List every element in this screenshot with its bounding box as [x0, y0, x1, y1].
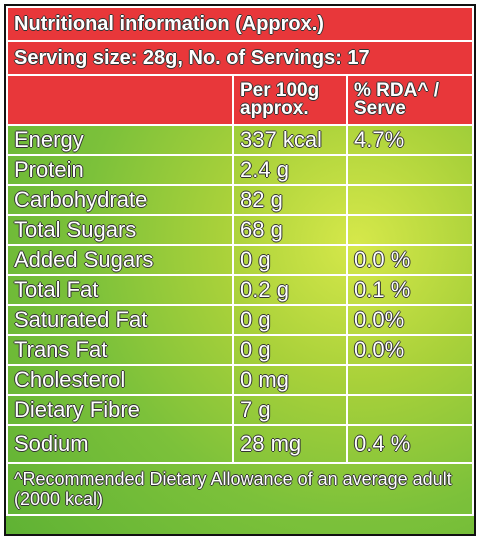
- nutrient-cell: Saturated Fat: [6, 304, 234, 336]
- nutrient-row: Total Sugars 68 g: [6, 214, 474, 246]
- nutrient-row: Carbohydrate 82 g: [6, 184, 474, 216]
- footnote-row: ^Recommended Dietary Allowance of an ave…: [6, 462, 474, 516]
- title: Nutritional information (Approx.): [6, 6, 474, 42]
- nutrient-row: Added Sugars 0 g 0.0 %: [6, 244, 474, 276]
- nutrient-row: Protein 2.4 g: [6, 154, 474, 186]
- rda-cell: [346, 394, 474, 426]
- per100g-cell: 337 kcal: [232, 124, 348, 156]
- nutrient-row: Total Fat 0.2 g 0.1 %: [6, 274, 474, 306]
- nutrient-cell: Protein: [6, 154, 234, 186]
- nutrient-row: Cholesterol 0 mg: [6, 364, 474, 396]
- serving: Serving size: 28g, No. of Servings: 17: [6, 40, 474, 76]
- rda-cell: 4.7%: [346, 124, 474, 156]
- nutrient-row: Energy 337 kcal 4.7%: [6, 124, 474, 156]
- per100g-cell: 82 g: [232, 184, 348, 216]
- rda-cell: 0.0%: [346, 334, 474, 366]
- nutrient-cell: Dietary Fibre: [6, 394, 234, 426]
- nutrient-row: Dietary Fibre 7 g: [6, 394, 474, 426]
- nutrient-cell: Total Sugars: [6, 214, 234, 246]
- nutrient-cell: Total Fat: [6, 274, 234, 306]
- per100g-cell: 0 g: [232, 304, 348, 336]
- per100g-cell: 7 g: [232, 394, 348, 426]
- rda-cell: [346, 154, 474, 186]
- col-header: Per 100g approx.: [232, 74, 348, 126]
- per100g-cell: 2.4 g: [232, 154, 348, 186]
- per100g-cell: 0 g: [232, 244, 348, 276]
- nutrient-cell: Energy: [6, 124, 234, 156]
- nutrition-table: Nutritional information (Approx.) Servin…: [6, 6, 474, 516]
- rda-cell: 0.4 %: [346, 424, 474, 464]
- per100g-cell: 28 mg: [232, 424, 348, 464]
- rda-cell: 0.1 %: [346, 274, 474, 306]
- rda-cell: [346, 214, 474, 246]
- rda-cell: [346, 364, 474, 396]
- per100g-cell: 0 g: [232, 334, 348, 366]
- header-blank: [6, 74, 234, 126]
- nutrition-panel: Nutritional information (Approx.) Servin…: [4, 4, 476, 536]
- per100g-cell: 0.2 g: [232, 274, 348, 306]
- per100g-cell: 68 g: [232, 214, 348, 246]
- rda-cell: 0.0%: [346, 304, 474, 336]
- nutrient-row: Trans Fat 0 g 0.0%: [6, 334, 474, 366]
- col-header: % RDA^ / Serve: [346, 74, 474, 126]
- rda-cell: [346, 184, 474, 216]
- nutrient-cell: Added Sugars: [6, 244, 234, 276]
- nutrient-cell: Sodium: [6, 424, 234, 464]
- header-row: Per 100g approx.% RDA^ / Serve: [6, 74, 474, 126]
- title-row: Nutritional information (Approx.): [6, 6, 474, 42]
- serving-row: Serving size: 28g, No. of Servings: 17: [6, 40, 474, 76]
- nutrient-row: Sodium 28 mg 0.4 %: [6, 424, 474, 464]
- nutrient-cell: Carbohydrate: [6, 184, 234, 216]
- rda-cell: 0.0 %: [346, 244, 474, 276]
- per100g-cell: 0 mg: [232, 364, 348, 396]
- nutrient-cell: Cholesterol: [6, 364, 234, 396]
- nutrient-row: Saturated Fat 0 g 0.0%: [6, 304, 474, 336]
- nutrient-cell: Trans Fat: [6, 334, 234, 366]
- footnote: ^Recommended Dietary Allowance of an ave…: [6, 462, 474, 516]
